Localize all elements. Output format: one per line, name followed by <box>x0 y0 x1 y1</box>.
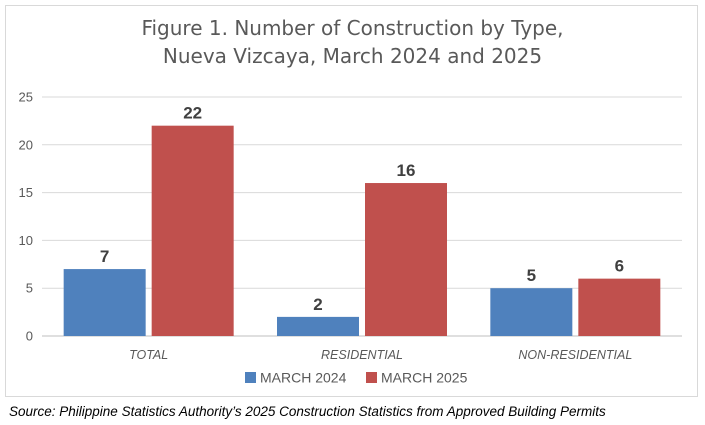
data-label: 2 <box>313 295 322 314</box>
bar <box>578 278 661 336</box>
data-label: 7 <box>100 247 109 266</box>
data-label: 16 <box>397 161 416 180</box>
data-label: 6 <box>615 257 624 276</box>
data-label: 5 <box>527 266 536 285</box>
legend-swatch <box>366 372 377 383</box>
x-tick-label: TOTAL <box>129 348 168 362</box>
legend-label: MARCH 2024 <box>260 370 347 386</box>
bar <box>365 183 447 336</box>
legend-label: MARCH 2025 <box>381 370 468 386</box>
y-tick-label: 25 <box>19 90 33 105</box>
data-label: 22 <box>183 104 202 123</box>
chart-title-line-1: Figure 1. Number of Construction by Type… <box>141 16 564 40</box>
chart-title-line-2: Nueva Vizcaya, March 2024 and 2025 <box>162 44 543 68</box>
y-tick-label: 15 <box>19 185 33 200</box>
y-tick-label: 10 <box>19 233 33 248</box>
source-note: Source: Philippine Statistics Authority’… <box>9 404 606 419</box>
y-tick-label: 0 <box>26 329 33 344</box>
y-tick-label: 5 <box>26 281 33 296</box>
bar <box>277 316 359 336</box>
bar <box>63 269 146 336</box>
x-tick-label: RESIDENTIAL <box>321 348 403 362</box>
x-tick-label: NON-RESIDENTIAL <box>518 348 632 362</box>
bar <box>490 288 573 336</box>
legend-swatch <box>245 372 256 383</box>
bar <box>151 125 234 337</box>
y-tick-label: 20 <box>19 137 33 152</box>
chart-title: Figure 1. Number of Construction by Type… <box>0 14 705 70</box>
